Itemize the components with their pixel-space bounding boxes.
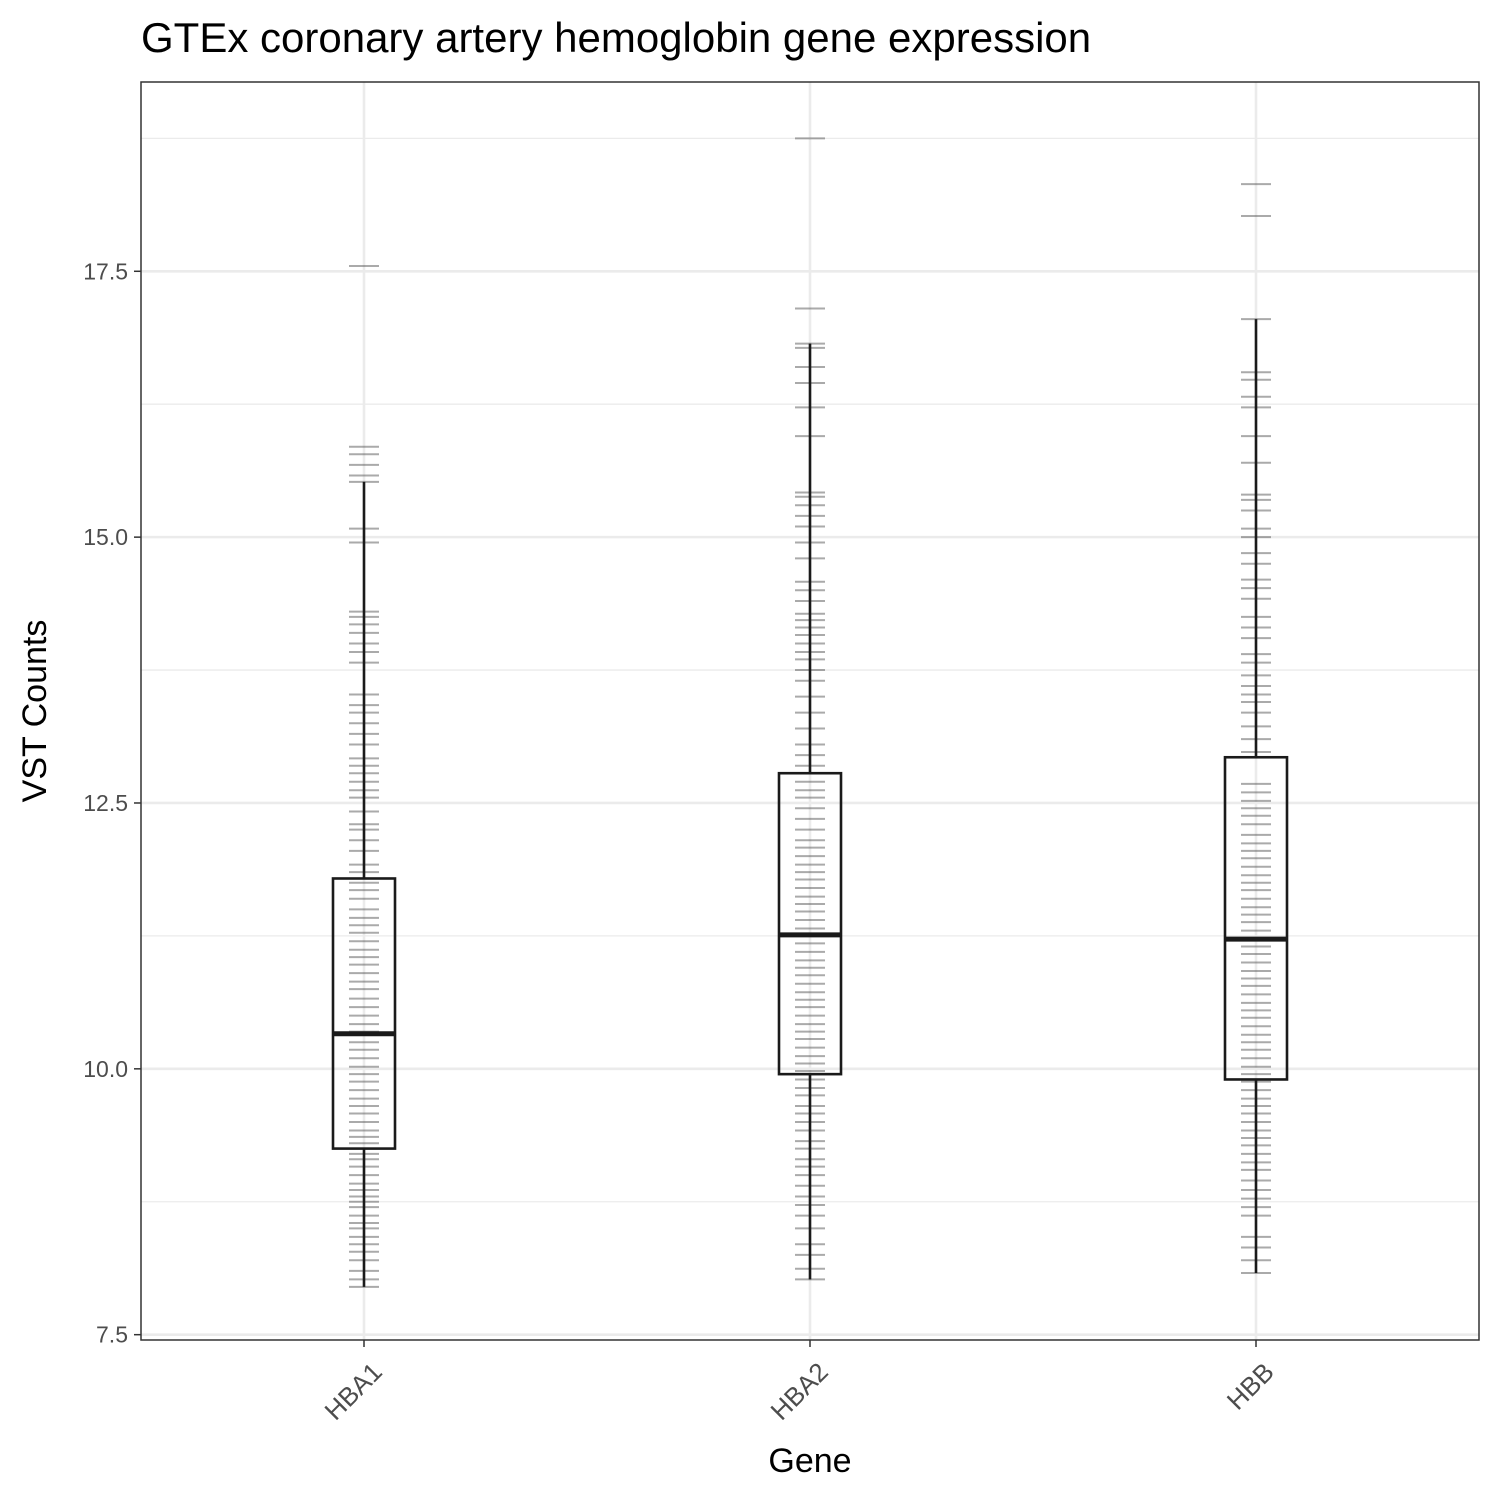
x-axis-title: Gene xyxy=(768,1442,851,1480)
y-tick-label: 7.5 xyxy=(96,1322,128,1348)
box-hba1 xyxy=(331,877,397,1150)
y-tick-label: 15.0 xyxy=(83,524,128,550)
y-tick-label: 17.5 xyxy=(83,258,128,284)
box-hbb xyxy=(1223,755,1289,1081)
box-hba2 xyxy=(777,771,843,1076)
boxes xyxy=(331,319,1289,1287)
y-tick-label: 12.5 xyxy=(83,790,128,816)
y-axis-title: VST Counts xyxy=(16,620,54,803)
chart-title: GTEx coronary artery hemoglobin gene exp… xyxy=(141,14,1091,61)
y-tick-label: 10.0 xyxy=(83,1056,128,1082)
